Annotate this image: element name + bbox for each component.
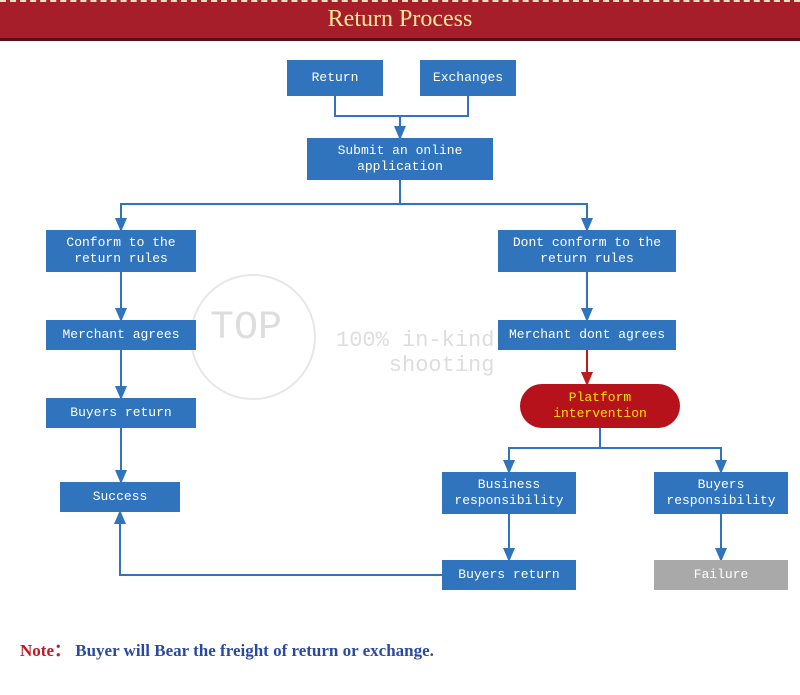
node-return: Return — [287, 60, 383, 96]
footnote: Note： Buyer will Bear the freight of ret… — [20, 636, 434, 661]
node-buy_resp: Buyers responsibility — [654, 472, 788, 514]
node-conform: Conform to the return rules — [46, 230, 196, 272]
node-platform: Platform intervention — [520, 384, 680, 428]
node-m_agree: Merchant agrees — [46, 320, 196, 350]
node-buyers_ret_r: Buyers return — [442, 560, 576, 590]
node-biz_resp: Business responsibility — [442, 472, 576, 514]
node-failure: Failure — [654, 560, 788, 590]
header-banner: Return Process — [0, 0, 800, 38]
node-submit: Submit an online application — [307, 138, 493, 180]
node-dont_conform: Dont conform to the return rules — [498, 230, 676, 272]
watermark-line: 100% in-kind shooting — [336, 328, 494, 378]
watermark-top: TOP — [210, 306, 282, 351]
node-exchanges: Exchanges — [420, 60, 516, 96]
node-success: Success — [60, 482, 180, 512]
footnote-label: Note： — [20, 641, 71, 660]
node-m_dont: Merchant dont agrees — [498, 320, 676, 350]
footnote-text: Buyer will Bear the freight of return or… — [75, 641, 434, 660]
node-buyers_ret_l: Buyers return — [46, 398, 196, 428]
flowchart-canvas: TOP 100% in-kind shooting Return Exchange… — [0, 38, 800, 693]
header-title: Return Process — [328, 6, 473, 32]
